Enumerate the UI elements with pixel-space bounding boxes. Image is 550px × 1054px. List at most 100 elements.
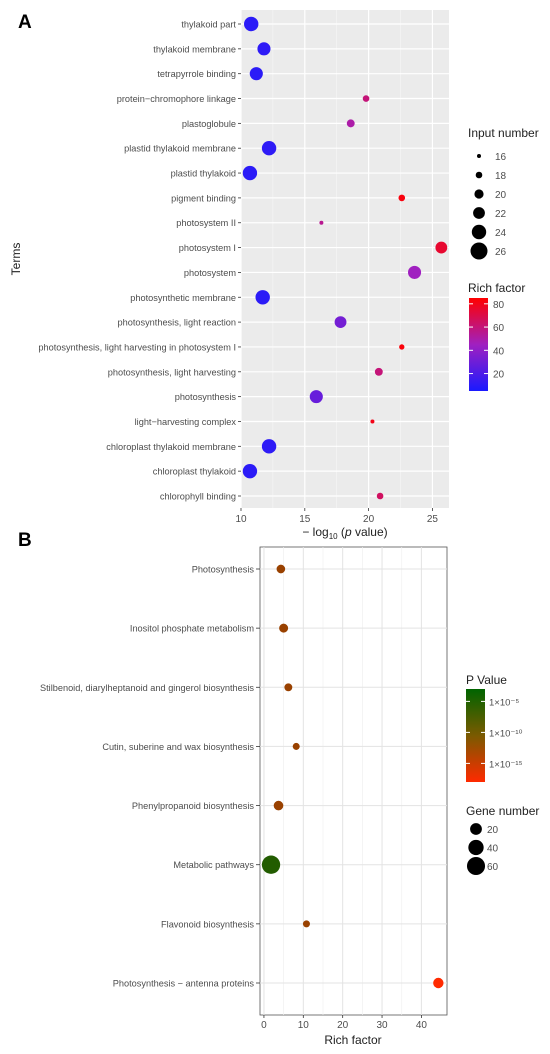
term-point <box>319 220 324 225</box>
rich-factor-tick-label: 60 <box>493 323 505 334</box>
term-label: light−harvesting complex <box>135 417 237 427</box>
term-point <box>435 241 448 254</box>
pathway-point <box>292 742 300 750</box>
pathway-label: Photosynthesis − antenna proteins <box>113 979 255 989</box>
term-point <box>242 463 258 479</box>
panel-b-x-tick-label: 10 <box>298 1020 310 1031</box>
input-number-legend-dot <box>474 189 484 199</box>
panel-a-x-tick-label: 15 <box>299 514 311 525</box>
term-point <box>362 95 370 102</box>
term-point <box>261 141 277 156</box>
rich-factor-legend-title: Rich factor <box>468 281 525 295</box>
pathway-point <box>433 977 444 989</box>
rich-factor-tick-label: 20 <box>493 370 505 381</box>
panel-b-x-tick-label: 20 <box>337 1020 349 1031</box>
panel-a-x-tick-label: 25 <box>427 514 439 525</box>
term-point <box>309 390 323 404</box>
term-point <box>407 265 422 279</box>
gene-number-legend-label: 60 <box>487 862 499 873</box>
panel-b-label: B <box>18 530 32 551</box>
panel-a-x-tick-label: 10 <box>235 514 247 525</box>
p-value-tick-label: 1×10⁻¹⁵ <box>489 759 523 770</box>
gene-number-legend-label: 20 <box>487 825 499 836</box>
term-label: photosystem I <box>179 243 236 253</box>
panel-a-x-tick-label: 20 <box>363 514 375 525</box>
term-point <box>257 42 271 56</box>
gene-number-legend-dot <box>466 856 486 876</box>
rich-factor-tick-label: 80 <box>493 300 505 311</box>
input-number-legend-label: 16 <box>495 152 507 163</box>
term-point <box>398 194 406 202</box>
input-number-legend-label: 20 <box>495 190 507 201</box>
p-value-tick-label: 1×10⁻⁵ <box>489 697 519 708</box>
gene-number-legend-dot <box>468 839 484 856</box>
term-label: tetrapyrrole binding <box>157 69 236 79</box>
pathway-label: Stilbenoid, diarylheptanoid and gingerol… <box>40 683 254 693</box>
term-label: thylakoid part <box>181 20 236 30</box>
panel-b-x-axis-title: Rich factor <box>324 1033 381 1047</box>
pathway-label: Phenylpropanoid biosynthesis <box>132 801 254 811</box>
term-point <box>370 419 375 424</box>
term-label: pigment binding <box>171 193 236 203</box>
term-label: chlorophyll binding <box>160 492 236 502</box>
panel-a-plot-area <box>241 10 449 508</box>
input-number-legend-label: 18 <box>495 171 507 182</box>
input-number-legend-dot <box>473 207 485 219</box>
input-number-legend-title: Input number <box>468 126 539 140</box>
pathway-label: Inositol phosphate metabolism <box>130 624 254 634</box>
pathway-point <box>276 564 286 574</box>
input-number-legend-label: 24 <box>495 228 507 239</box>
term-label: photosynthesis, light reaction <box>118 318 237 328</box>
term-point <box>334 316 347 329</box>
term-point <box>261 439 277 454</box>
term-label: plastid thylakoid membrane <box>124 144 236 154</box>
panel-a-x-axis-title: − log10 (p value) <box>302 525 387 541</box>
term-label: protein−chromophore linkage <box>117 94 236 104</box>
gene-number-legend-dot <box>470 823 482 835</box>
term-point <box>346 119 355 128</box>
pathway-label: Metabolic pathways <box>173 860 254 870</box>
term-point <box>374 367 383 376</box>
pathway-label: Flavonoid biosynthesis <box>161 919 254 929</box>
input-number-legend-dot <box>477 154 481 158</box>
term-label: photosystem II <box>176 218 236 228</box>
term-point <box>242 165 258 181</box>
gene-number-legend-label: 40 <box>487 844 499 855</box>
rich-factor-colorbar <box>469 298 488 391</box>
input-number-legend-dot <box>475 171 483 179</box>
panel-b-x-tick-label: 0 <box>261 1020 267 1031</box>
pathway-point <box>284 683 293 692</box>
term-point <box>244 16 259 32</box>
input-number-legend-label: 22 <box>495 209 507 220</box>
p-value-colorbar <box>466 689 485 782</box>
term-label: chloroplast thylakoid <box>153 467 236 477</box>
pathway-point <box>302 920 310 928</box>
term-point <box>249 67 263 81</box>
term-label: thylakoid membrane <box>153 44 236 54</box>
term-point <box>399 344 405 350</box>
panel-b-x-tick-label: 40 <box>416 1020 428 1031</box>
term-label: photosynthesis, light harvesting <box>108 367 236 377</box>
input-number-legend-dot <box>470 242 488 260</box>
term-label: chloroplast thylakoid membrane <box>106 442 236 452</box>
pathway-label: Photosynthesis <box>192 565 255 575</box>
input-number-legend-dot <box>471 224 487 240</box>
term-label: photosynthesis, light harvesting in phot… <box>38 342 236 352</box>
term-label: plastoglobule <box>182 119 236 129</box>
term-label: photosystem <box>184 268 236 278</box>
input-number-legend-label: 26 <box>495 247 507 258</box>
term-point <box>255 290 270 305</box>
pathway-point <box>261 855 281 874</box>
pathway-point <box>273 800 284 811</box>
term-label: photosynthesis <box>175 392 237 402</box>
p-value-legend-title: P Value <box>466 673 507 687</box>
panel-b-x-tick-label: 30 <box>376 1020 388 1031</box>
rich-factor-tick-label: 40 <box>493 346 505 357</box>
pathway-point <box>279 623 289 633</box>
panel-a-label: A <box>18 12 32 33</box>
term-label: photosynthetic membrane <box>130 293 236 303</box>
p-value-tick-label: 1×10⁻¹⁰ <box>489 728 523 739</box>
gene-number-legend-title: Gene number <box>466 804 539 818</box>
pathway-label: Cutin, suberine and wax biosynthesis <box>102 742 254 752</box>
